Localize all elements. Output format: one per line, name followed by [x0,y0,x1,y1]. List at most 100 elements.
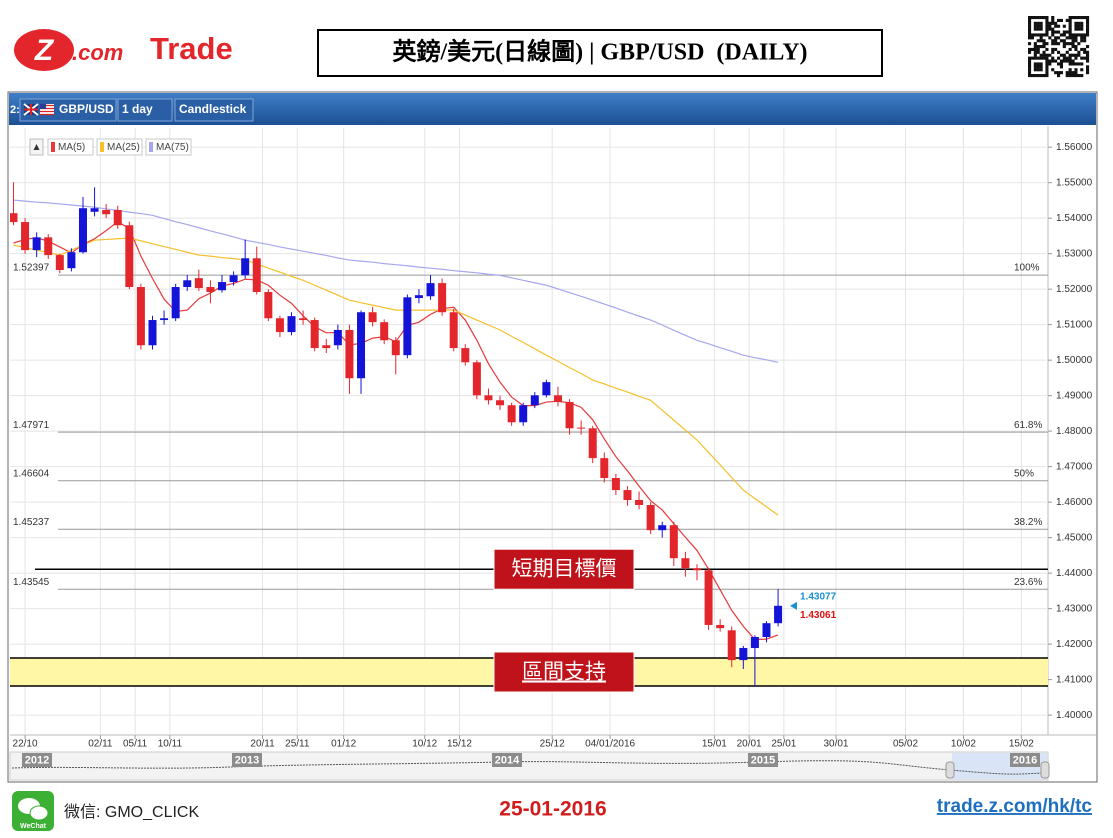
last-price-label: 1.43061 [800,610,837,621]
qr-cell [1071,45,1075,49]
qr-cell [1033,33,1037,37]
candle-body [44,237,53,256]
qr-cell [1086,53,1090,57]
qr-cell [1080,56,1084,60]
candle-body [368,312,377,323]
qr-cell [1074,36,1078,40]
candle-body [681,558,690,569]
qr-cell [1065,36,1069,40]
qr-cell [1083,56,1087,60]
candle-body [623,490,632,501]
candle-body [507,405,516,423]
navigator-handle[interactable] [945,761,955,779]
qr-cell [1068,56,1072,60]
x-tick-label: 22/10 [13,739,38,750]
flag-gb-red [24,104,38,115]
candle-body [241,258,250,276]
fib-level-label: 100% [1014,263,1040,274]
wechat-bubble [29,805,49,821]
qr-cell [1080,74,1084,78]
x-tick-label: 15/02 [1009,739,1034,750]
qr-cell [1083,33,1087,37]
qr-cell [1077,33,1081,37]
qr-cell [1062,30,1066,34]
qr-cell [1028,27,1032,31]
legend-box[interactable] [47,138,94,156]
qr-cell [1068,33,1072,37]
qr-cell [1057,71,1061,75]
qr-cell [1086,65,1090,69]
candle-body [669,525,678,559]
qr-cell [1042,33,1046,37]
y-tick-label: 1.40000 [1056,710,1093,721]
navigator-year-box [232,753,262,767]
legend-box[interactable] [145,138,192,156]
qr-cell [1086,18,1090,22]
qr-cell [1074,27,1078,31]
qr-cell [1080,62,1084,66]
candle-body [310,320,319,349]
legend-box[interactable] [96,138,143,156]
qr-cell [1074,74,1078,78]
qr-cell [1048,59,1052,63]
candle-body [148,320,157,346]
qr-cell [1033,68,1037,72]
chart-type-button[interactable] [174,98,254,122]
fib-price-label: 1.46604 [13,468,50,479]
candle-body [67,252,76,269]
candle-body [565,402,574,429]
qr-cell [1042,45,1046,49]
qr-cell [1065,50,1069,54]
qr-cell [1033,50,1037,54]
chart-title: 英鎊/美元(日線圖) | GBP/USD (DAILY) [392,38,807,66]
qr-cell [1080,47,1084,51]
qr-cell [1051,21,1055,25]
qr-cell [1071,42,1075,46]
candle-body [322,345,331,349]
qr-cell [1033,53,1037,57]
website-link[interactable]: trade.z.com/hk/tc [937,796,1093,817]
fib-price-label: 1.47971 [13,420,50,431]
interval-button[interactable] [117,98,173,122]
navigator-handle[interactable] [1040,761,1050,779]
x-tick-label: 05/02 [893,739,918,750]
qr-cell [1045,16,1049,20]
candle-body [530,395,539,406]
qr-cell [1074,68,1078,72]
qr-cell [1045,74,1049,78]
x-tick-label: 25/11 [285,739,310,750]
qr-cell [1068,68,1072,72]
qr-cell [1068,74,1072,78]
fib-price-label: 1.43545 [13,577,50,588]
qr-cell [1028,33,1032,37]
qr-cell [1042,42,1046,46]
qr-cell [1051,59,1055,63]
qr-cell [1071,53,1075,57]
qr-cell [1039,56,1043,60]
qr-cell [1054,47,1058,51]
candle-body [136,287,145,346]
qr-cell [1068,27,1072,31]
navigator-year-box [748,753,778,767]
navigator-year: 2014 [495,754,520,766]
qr-cell [1062,24,1066,28]
candle-body [275,318,284,333]
qr-cell [1048,27,1052,31]
qr-cell [1045,65,1049,69]
qr-cell [1086,50,1090,54]
logo-badge [14,29,74,71]
candle-body [380,322,389,341]
wechat-icon-text: WeChat [20,823,47,830]
qr-cell [1039,21,1043,25]
candle-body [125,225,134,288]
candle-body [194,278,203,289]
navigator[interactable] [9,751,1049,781]
qr-cell [1033,74,1037,78]
qr-cell [1045,47,1049,51]
candle-body [588,428,597,459]
qr-cell [1062,39,1066,43]
qr-cell [1039,53,1043,57]
qr-cell [1036,45,1040,49]
qr-cell [1028,30,1032,34]
qr-cell [1054,39,1058,43]
